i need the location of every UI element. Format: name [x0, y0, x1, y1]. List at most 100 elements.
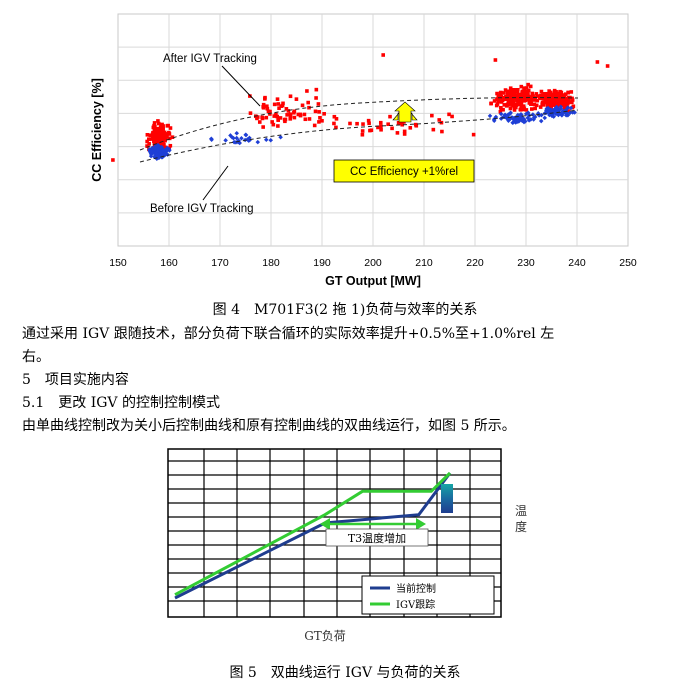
fig5-legend [361, 575, 495, 615]
after-trend-line [139, 97, 579, 151]
figure-5-chart: T3温度增加 当前控制 IGV跟踪 温 度 GT负荷 [167, 448, 527, 643]
body-paragraph-line-2: 右。 [22, 349, 50, 365]
after-igv-point [516, 100, 521, 105]
after-igv-point [499, 100, 504, 104]
after-igv-point [518, 102, 523, 107]
after-igv-point [519, 98, 523, 103]
after-igv-point [147, 141, 151, 146]
section-heading-5-1: 5.1 更改 IGV 的控制控制模式 [22, 395, 220, 411]
after-igv-point [505, 103, 510, 107]
after-igv-leader [221, 65, 261, 107]
before-igv-point [278, 134, 283, 140]
after-igv-point [498, 109, 503, 114]
after-igv-point [288, 112, 293, 117]
after-igv-point [547, 93, 551, 97]
body-paragraph-line-1: 通过采用 IGV 跟随技术，部分负荷下联合循环的实际效率提升+0.5%至+1.0… [22, 326, 555, 342]
after-igv-point [167, 136, 172, 141]
t3-arrow-left-head [320, 518, 330, 530]
after-igv-point [518, 108, 523, 112]
section-heading-5: 5 项目实施内容 [22, 372, 129, 388]
before-igv-label: Before IGV Tracking [150, 203, 254, 215]
after-igv-point [322, 112, 326, 116]
after-igv-point [502, 103, 507, 107]
after-igv-point [248, 111, 253, 115]
after-igv-point [381, 53, 385, 57]
after-igv-point [563, 98, 568, 103]
after-igv-point [510, 97, 514, 102]
after-igv-point [155, 132, 159, 136]
current-control-line [174, 472, 452, 600]
after-igv-point [538, 105, 543, 109]
after-igv-point [280, 103, 285, 108]
after-igv-point [303, 117, 308, 122]
after-igv-point [266, 109, 271, 114]
after-igv-point [547, 89, 551, 93]
after-igv-point [540, 100, 545, 105]
after-igv-point [151, 132, 156, 137]
body-paragraph-line-3: 由单曲线控制改为关小后控制曲线和原有控制曲线的双曲线运行，如图 5 所示。 [22, 418, 516, 434]
after-igv-point [534, 92, 539, 96]
x-tick-label: 180 [262, 257, 280, 269]
after-igv-point [152, 134, 157, 139]
after-igv-point [316, 102, 321, 106]
fig5-y-label-char1: 温 [515, 504, 527, 518]
after-igv-point [495, 97, 499, 102]
after-igv-point [261, 125, 265, 129]
after-igv-point [521, 90, 525, 94]
after-igv-point [396, 121, 401, 125]
after-igv-point [402, 129, 407, 134]
after-igv-points [111, 53, 610, 162]
after-igv-point [270, 120, 274, 124]
x-tick-label: 150 [109, 257, 127, 269]
after-igv-point [298, 113, 303, 118]
after-igv-point [509, 89, 513, 94]
x-tick-label: 200 [364, 257, 382, 269]
after-igv-point [285, 113, 289, 117]
after-igv-point [307, 105, 311, 110]
after-igv-point [533, 106, 537, 111]
after-igv-point [492, 99, 497, 103]
after-igv-point [563, 92, 568, 96]
after-igv-point [565, 103, 569, 107]
after-igv-point [519, 84, 524, 89]
after-igv-point [508, 106, 513, 111]
after-igv-point [516, 94, 521, 99]
after-igv-point [152, 141, 157, 146]
after-igv-point [288, 94, 293, 99]
after-igv-point [493, 58, 498, 62]
after-igv-point [521, 107, 526, 112]
after-igv-point [544, 95, 549, 99]
after-igv-point [559, 96, 564, 101]
after-igv-point [164, 132, 168, 137]
after-igv-point [367, 121, 371, 126]
after-igv-point [265, 104, 269, 109]
after-igv-point [162, 131, 166, 135]
after-igv-point [506, 94, 511, 99]
after-igv-point [160, 122, 164, 127]
after-igv-point [535, 98, 540, 103]
after-igv-point [161, 127, 165, 131]
after-igv-point [265, 106, 270, 111]
after-igv-point [524, 86, 529, 90]
after-igv-point [332, 121, 336, 126]
efficiency-callout-text: CC Efficiency +1%rel [350, 166, 458, 178]
x-tick-label: 240 [568, 257, 586, 269]
after-igv-point [305, 89, 309, 93]
x-tick-label: 220 [466, 257, 484, 269]
after-igv-point [366, 118, 371, 123]
after-igv-point [499, 90, 503, 95]
after-igv-point [535, 94, 540, 98]
after-igv-point [271, 122, 276, 127]
after-igv-point [390, 126, 394, 131]
x-tick-label: 170 [211, 257, 229, 269]
after-igv-point [168, 143, 173, 148]
after-igv-point [571, 104, 576, 109]
after-igv-point [312, 123, 317, 128]
after-igv-point [300, 103, 305, 108]
after-igv-point [551, 103, 556, 107]
after-igv-point [501, 91, 506, 95]
t3-label-box [325, 528, 429, 547]
after-igv-point [376, 125, 380, 130]
after-igv-point [145, 132, 150, 137]
after-igv-point [152, 123, 156, 128]
